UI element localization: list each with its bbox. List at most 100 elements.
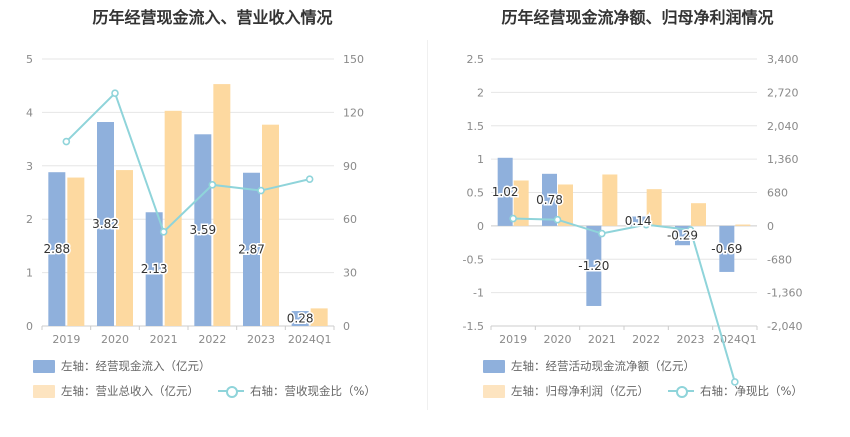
- right-chart-svg: -1.5 -2,040 -1 -1,360 -0.5 -680 0 0 0.5 680 1 1,360…: [463, 53, 802, 386]
- bar: [602, 174, 618, 226]
- bar: [145, 212, 163, 326]
- y-left-tick-label: 1: [26, 267, 33, 280]
- y-right-tick-label: 2,040: [767, 120, 799, 133]
- y-right-tick-label: -2,040: [767, 320, 802, 333]
- x-tick-label: 2022: [198, 333, 226, 346]
- bar: [586, 225, 602, 306]
- x-tick-label: 2021: [588, 333, 616, 346]
- ratio-point: [598, 229, 606, 238]
- legend-swatch: [483, 384, 505, 398]
- bar: [48, 172, 66, 326]
- y-left-tick-label: 3: [26, 160, 33, 173]
- y-right-tick-label: 30: [343, 267, 357, 280]
- panel-divider: [427, 40, 428, 410]
- y-right-tick-label: 90: [343, 160, 357, 173]
- y-right-tick-label: 3,400: [767, 53, 799, 66]
- y-left-tick-label: 5: [26, 53, 33, 66]
- ratio-point: [62, 137, 71, 146]
- left-chart-svg: 0 0 1 30 2 60 3 90 4 120 5 150 2019 2020 2021 2022 2023 2…: [26, 53, 364, 346]
- bar-data-label: 1.02: [492, 185, 519, 199]
- bar: [735, 224, 751, 226]
- legend-item-cash-ratio[interactable]: 右轴：营收现金比（%）: [218, 383, 376, 399]
- y-left-tick-label: 1.5: [467, 120, 485, 133]
- y-left-tick-label: 4: [26, 106, 33, 119]
- bar: [646, 189, 662, 226]
- bar: [291, 311, 309, 326]
- chart-title: 历年经营现金流入、营业收入情况: [92, 8, 333, 27]
- bar: [691, 203, 706, 226]
- x-tick-label: 2023: [677, 333, 705, 346]
- ratio-point: [509, 214, 517, 223]
- bar-data-label: -1.20: [578, 259, 609, 273]
- legend-item-net-profit[interactable]: 左轴：归母净利润（亿元）: [483, 383, 649, 399]
- bar: [675, 225, 690, 246]
- legend-label: 左轴：营业总收入（亿元）: [61, 384, 199, 398]
- legend-swatch: [483, 359, 505, 373]
- bar-data-label: 0.78: [536, 193, 563, 207]
- ratio-line: [65, 91, 310, 234]
- bar-data-label: 2.87: [238, 242, 265, 256]
- bar-data-label: 0.28: [287, 312, 314, 326]
- bar-data-label: -0.29: [667, 229, 698, 243]
- y-right-tick-label: 2,720: [767, 86, 799, 99]
- x-tick-label: 2020: [544, 333, 572, 346]
- legend-label: 左轴：经营现金流入（亿元）: [61, 359, 211, 373]
- x-tick-label: 2024Q1: [713, 333, 757, 346]
- y-right-tick-label: 680: [767, 187, 788, 200]
- ratio-point: [208, 181, 217, 189]
- bar: [213, 84, 231, 327]
- bar: [558, 184, 573, 226]
- y-left-tick-label: -1.5: [463, 320, 484, 333]
- bar: [194, 134, 212, 326]
- legend-item-net-cash-ratio[interactable]: 右轴：净现比（%）: [668, 383, 803, 399]
- y-left-tick-label: -1: [473, 287, 484, 300]
- y-left-tick-label: 1: [477, 153, 484, 166]
- x-tick-label: 2024Q1: [288, 333, 332, 346]
- y-right-tick-label: -1,360: [767, 287, 802, 300]
- bar: [513, 180, 529, 226]
- legend-item-cash-inflow[interactable]: 左轴：经营现金流入（亿元）: [33, 358, 211, 374]
- bar: [262, 124, 279, 326]
- ratio-point: [642, 220, 650, 229]
- y-right-tick-label: 150: [343, 53, 364, 66]
- y-left-tick-label: 0: [26, 320, 33, 333]
- x-tick-label: 2022: [632, 333, 660, 346]
- y-right-tick-label: 0: [343, 320, 350, 333]
- bar-data-label: 0.14: [625, 214, 652, 228]
- ratio-point: [159, 228, 168, 236]
- y-left-tick-label: 0.5: [467, 187, 485, 200]
- bar-data-label: 2.88: [43, 242, 70, 256]
- bar: [67, 177, 85, 326]
- legend-label: 左轴：经营活动现金流净额（亿元）: [511, 359, 695, 373]
- bar-data-label: 3.59: [189, 223, 216, 237]
- ratio-point: [305, 175, 314, 183]
- bar: [630, 216, 646, 226]
- bar: [243, 172, 260, 326]
- right-chart-panel: 历年经营现金流净额、归母净利润情况 -1.5 -2,040 -1 -1,360 -0.5…: [425, 0, 850, 437]
- y-right-tick-label: 0: [767, 220, 774, 233]
- x-tick-label: 2019: [499, 333, 527, 346]
- bar-data-label: 2.13: [141, 262, 168, 276]
- y-right-tick-label: 120: [343, 106, 364, 119]
- left-chart-panel: 历年经营现金流入、营业收入情况 0 0 1 30 2 60 3 90 4 120 5 150 2019 2…: [26, 8, 376, 399]
- legend-line-icon: [218, 384, 244, 398]
- x-tick-label: 2023: [247, 333, 275, 346]
- ratio-point: [257, 186, 265, 195]
- bar: [719, 225, 735, 272]
- bar: [497, 157, 513, 226]
- legend-item-revenue[interactable]: 左轴：营业总收入（亿元）: [33, 383, 199, 399]
- bar-data-label: -0.69: [711, 242, 742, 256]
- legend-swatch: [33, 384, 55, 398]
- y-left-tick-label: -0.5: [463, 253, 484, 266]
- ratio-point: [731, 378, 739, 386]
- y-left-tick-label: 2: [477, 86, 484, 99]
- x-tick-label: 2020: [101, 333, 129, 346]
- legend-line-icon: [668, 384, 694, 398]
- legend-item-net-cash-flow[interactable]: 左轴：经营活动现金流净额（亿元）: [483, 358, 695, 374]
- y-right-tick-label: 1,360: [767, 153, 799, 166]
- legend-label: 右轴：净现比（%）: [700, 384, 803, 398]
- bar: [542, 173, 557, 226]
- ratio-point: [111, 89, 119, 97]
- bar-data-label: 3.82: [92, 217, 119, 231]
- legend-swatch: [33, 359, 55, 373]
